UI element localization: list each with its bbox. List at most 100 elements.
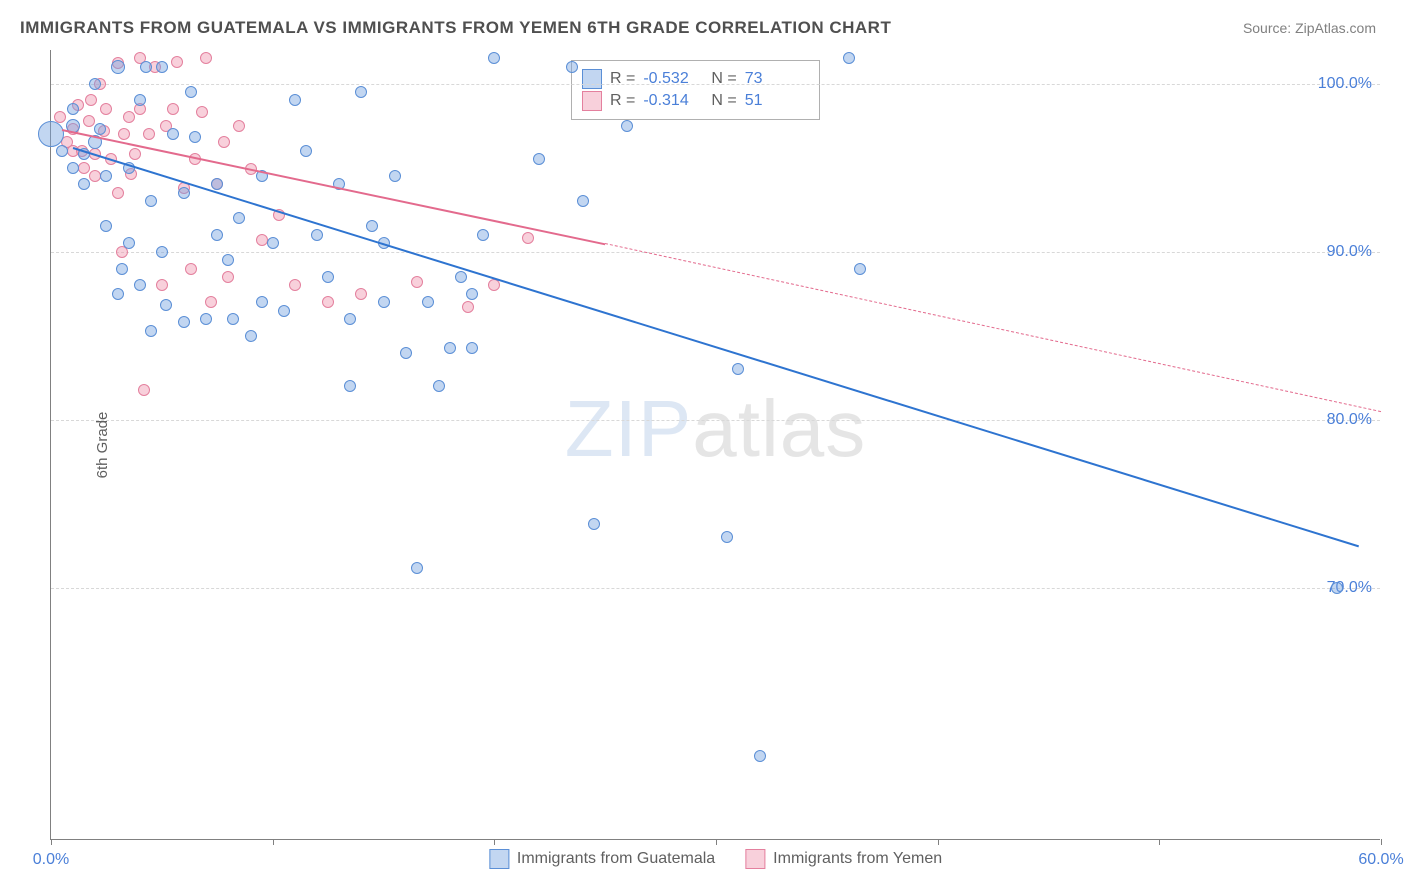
data-point (477, 229, 489, 241)
data-point (754, 750, 766, 762)
trend-line (605, 243, 1381, 412)
data-point (171, 56, 183, 68)
data-point (111, 60, 125, 74)
n-label: N = (711, 92, 736, 110)
legend-row-yemen: R = -0.314 N = 51 (582, 91, 805, 111)
y-axis-label: 6th Grade (94, 411, 111, 478)
y-tick-label: 100.0% (1318, 75, 1372, 93)
data-point (112, 187, 124, 199)
data-point (67, 162, 79, 174)
data-point (400, 347, 412, 359)
r-value-yemen: -0.314 (643, 92, 703, 110)
y-tick-label: 80.0% (1327, 411, 1372, 429)
chart-title: IMMIGRANTS FROM GUATEMALA VS IMMIGRANTS … (20, 18, 891, 38)
data-point (411, 276, 423, 288)
data-point (83, 115, 95, 127)
data-point (466, 342, 478, 354)
data-point (1331, 582, 1343, 594)
data-point (178, 316, 190, 328)
legend-label-yemen: Immigrants from Yemen (773, 850, 942, 868)
data-point (256, 296, 268, 308)
data-point (118, 128, 130, 140)
data-point (378, 296, 390, 308)
data-point (211, 229, 223, 241)
data-point (100, 220, 112, 232)
data-point (196, 106, 208, 118)
data-point (156, 61, 168, 73)
data-point (577, 195, 589, 207)
y-tick-label: 90.0% (1327, 243, 1372, 261)
x-tick-label: 0.0% (33, 851, 69, 869)
data-point (227, 313, 239, 325)
data-point (123, 111, 135, 123)
data-point (145, 195, 157, 207)
scatter-plot: 6th Grade R = -0.532 N = 73 R = -0.314 N… (50, 50, 1380, 840)
data-point (143, 128, 155, 140)
data-point (233, 120, 245, 132)
data-point (78, 178, 90, 190)
n-label: N = (711, 70, 736, 88)
data-point (466, 288, 478, 300)
x-tick-mark (716, 839, 717, 845)
data-point (85, 94, 97, 106)
data-point (89, 78, 101, 90)
gridline-h (51, 420, 1380, 421)
data-point (123, 237, 135, 249)
data-point (222, 271, 234, 283)
x-tick-mark (51, 839, 52, 845)
data-point (566, 61, 578, 73)
data-point (100, 170, 112, 182)
data-point (533, 153, 545, 165)
data-point (311, 229, 323, 241)
data-point (233, 212, 245, 224)
data-point (732, 363, 744, 375)
data-point (178, 187, 190, 199)
data-point (112, 288, 124, 300)
data-point (344, 380, 356, 392)
data-point (205, 296, 217, 308)
data-point (100, 103, 112, 115)
data-point (78, 162, 90, 174)
data-point (366, 220, 378, 232)
data-point (167, 103, 179, 115)
legend-swatch-icon (489, 849, 509, 869)
data-point (462, 301, 474, 313)
data-point (185, 263, 197, 275)
data-point (94, 123, 106, 135)
legend-swatch-guatemala (582, 69, 602, 89)
data-point (843, 52, 855, 64)
data-point (156, 279, 168, 291)
data-point (134, 94, 146, 106)
legend-item-guatemala: Immigrants from Guatemala (489, 849, 715, 869)
data-point (854, 263, 866, 275)
x-tick-mark (938, 839, 939, 845)
data-point (444, 342, 456, 354)
data-point (129, 148, 141, 160)
data-point (222, 254, 234, 266)
data-point (116, 263, 128, 275)
data-point (322, 271, 334, 283)
data-point (38, 121, 64, 147)
source-link[interactable]: ZipAtlas.com (1295, 20, 1376, 36)
legend-swatch-icon (745, 849, 765, 869)
legend-label-guatemala: Immigrants from Guatemala (517, 850, 715, 868)
legend-swatch-yemen (582, 91, 602, 111)
legend-row-guatemala: R = -0.532 N = 73 (582, 69, 805, 89)
data-point (67, 103, 79, 115)
data-point (189, 131, 201, 143)
x-tick-mark (494, 839, 495, 845)
data-point (721, 531, 733, 543)
data-point (278, 305, 290, 317)
data-point (289, 94, 301, 106)
watermark-part-a: ZIP (565, 384, 692, 473)
data-point (245, 330, 257, 342)
legend-item-yemen: Immigrants from Yemen (745, 849, 942, 869)
data-point (140, 61, 152, 73)
watermark-part-b: atlas (692, 384, 866, 473)
data-point (167, 128, 179, 140)
data-point (588, 518, 600, 530)
n-value-guatemala: 73 (745, 70, 805, 88)
data-point (200, 52, 212, 64)
data-point (267, 237, 279, 249)
data-point (621, 120, 633, 132)
